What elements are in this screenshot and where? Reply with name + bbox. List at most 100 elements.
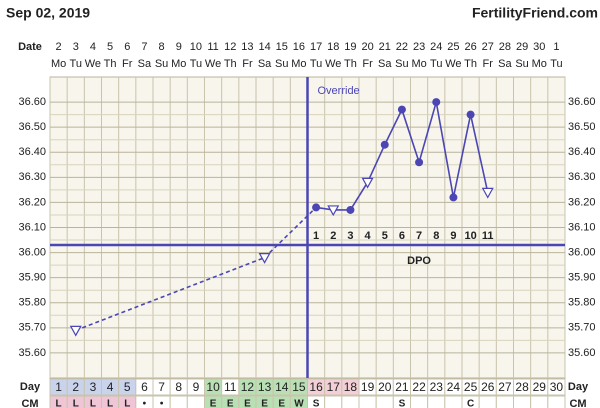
weekday-label: Sa (258, 58, 272, 70)
date-label: 2 (56, 41, 62, 53)
day-number: 4 (107, 380, 114, 394)
y-tick-label: 36.50 (18, 121, 46, 133)
date-label: 18 (327, 41, 339, 53)
date-label: 29 (516, 41, 528, 53)
weekday-label: Tu (190, 58, 202, 70)
day-number: 9 (193, 380, 200, 394)
date-label: 4 (90, 41, 96, 53)
cm-value: S (313, 399, 320, 408)
cm-value: S (399, 399, 406, 408)
y-tick-label-right: 36.50 (568, 121, 596, 133)
cm-row-label-right: CM (569, 398, 586, 408)
weekday-label: Su (395, 58, 408, 70)
day-number: 15 (292, 380, 306, 394)
day-row-label: Day (20, 381, 41, 393)
weekday-label: Tu (310, 58, 322, 70)
dpo-number: 6 (399, 230, 405, 242)
cm-cell (427, 395, 446, 408)
day-number: 14 (275, 380, 289, 394)
date-label: 21 (379, 41, 391, 53)
cm-value: • (160, 399, 164, 408)
weekday-label: Mo (532, 58, 547, 70)
date-label: 22 (396, 41, 408, 53)
date-label: 14 (258, 41, 270, 53)
cm-value: • (143, 399, 147, 408)
dpo-number: 7 (416, 230, 422, 242)
date-label: 13 (241, 41, 253, 53)
dpo-number: 10 (464, 230, 476, 242)
date-label: 28 (499, 41, 511, 53)
date-label: 27 (482, 41, 494, 53)
y-tick-label-right: 36.40 (568, 146, 596, 158)
dpo-number: 8 (433, 230, 439, 242)
y-tick-label-right: 36.30 (568, 171, 596, 183)
date-label: 15 (276, 41, 288, 53)
cm-cell (169, 395, 188, 408)
cm-cell (358, 395, 377, 408)
y-tick-label-right: 36.20 (568, 196, 596, 208)
date-label: 16 (293, 41, 305, 53)
dpo-number: 9 (450, 230, 456, 242)
cm-cell (186, 395, 205, 408)
day-number: 10 (206, 380, 220, 394)
y-tick-label-right: 35.70 (568, 322, 596, 334)
weekday-label: Th (344, 58, 357, 70)
weekday-label: Sa (498, 58, 512, 70)
date-label: 20 (361, 41, 373, 53)
temperature-point (380, 140, 389, 149)
weekday-label: Mo (411, 58, 426, 70)
cm-cell (547, 395, 566, 408)
cm-value: L (56, 399, 62, 408)
day-number: 8 (175, 380, 182, 394)
date-label: 8 (159, 41, 165, 53)
temperature-segment (75, 256, 265, 332)
temperature-point (397, 105, 406, 114)
day-number: 28 (515, 380, 529, 394)
day-number: 22 (412, 380, 426, 394)
date-label: 5 (107, 41, 113, 53)
temperature-point (346, 205, 355, 214)
y-tick-label: 36.20 (18, 196, 46, 208)
date-label: 23 (413, 41, 425, 53)
weekday-label: Su (515, 58, 528, 70)
cm-cell (444, 395, 463, 408)
y-tick-label: 35.80 (18, 297, 46, 309)
chart-date: Sep 02, 2019 (6, 5, 90, 21)
cm-value: E (227, 399, 234, 408)
override-label: Override (318, 85, 360, 97)
weekday-label: Th (224, 58, 237, 70)
y-tick-label-right: 36.10 (568, 221, 596, 233)
dpo-number: 2 (330, 230, 336, 242)
day-number: 27 (498, 380, 512, 394)
date-label: 25 (447, 41, 459, 53)
dpo-number: 1 (313, 230, 319, 242)
weekday-label: We (85, 58, 101, 70)
cm-cell (495, 395, 515, 408)
day-number: 21 (395, 380, 409, 394)
weekday-label: Sa (138, 58, 152, 70)
y-tick-label-right: 35.90 (568, 272, 596, 284)
dpo-number: 11 (482, 230, 494, 242)
date-label: 11 (207, 41, 218, 53)
cm-row-label: CM (21, 398, 38, 408)
temperature-segment (264, 206, 317, 259)
date-label: 7 (141, 41, 147, 53)
y-tick-label: 36.00 (18, 246, 46, 258)
y-tick-label-right: 35.80 (568, 297, 596, 309)
weekday-label: Fr (122, 58, 133, 70)
date-label: 30 (533, 41, 545, 53)
cm-cell (341, 395, 360, 408)
y-tick-label: 36.40 (18, 146, 46, 158)
cm-value: L (90, 399, 96, 408)
cm-cell (513, 395, 532, 408)
date-label: 6 (124, 41, 130, 53)
day-number: 18 (344, 380, 358, 394)
day-number: 30 (550, 380, 564, 394)
cm-cell (410, 395, 429, 408)
day-number: 6 (141, 380, 148, 394)
date-label: 9 (176, 41, 182, 53)
cm-value: E (261, 399, 268, 408)
date-label: 1 (553, 41, 559, 53)
y-tick-label: 36.60 (18, 96, 46, 108)
